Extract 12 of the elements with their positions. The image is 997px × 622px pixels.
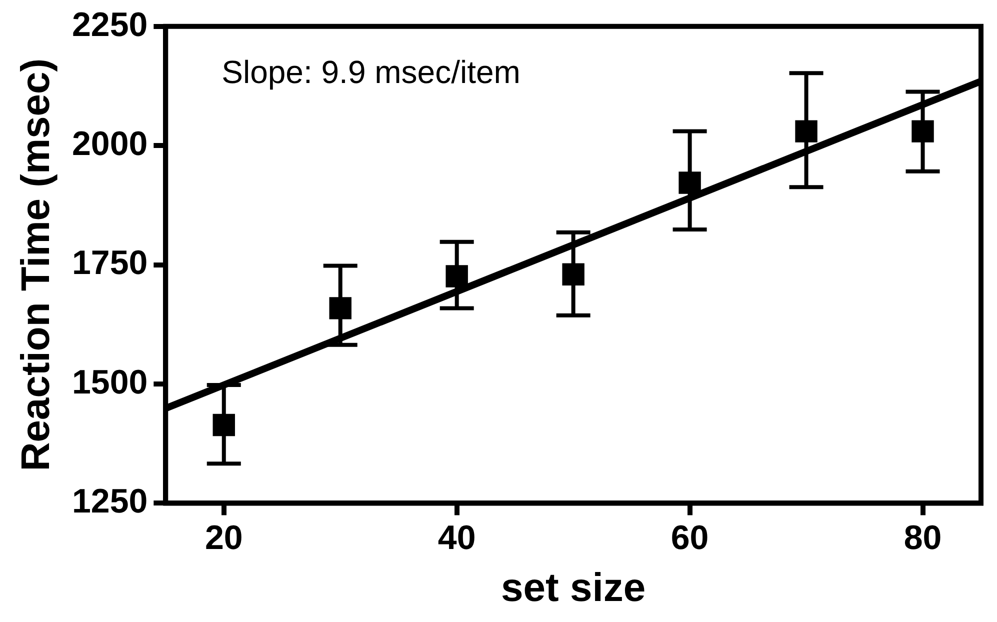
y-tick-label: 1250: [72, 482, 148, 521]
y-tick-label: 1750: [72, 244, 148, 282]
x-tick-label: 40: [438, 518, 476, 557]
y-tick-label: 2250: [72, 6, 148, 44]
x-tick-label: 80: [904, 518, 942, 557]
annotation: Slope: 9.9 msec/item: [222, 54, 520, 90]
x-tick-label: 20: [204, 518, 243, 557]
y-tick-label: 1500: [72, 363, 148, 402]
y-axis-title: Reaction Time (msec): [14, 58, 58, 472]
x-tick-label: 60: [670, 518, 709, 557]
x-axis-title: set size: [501, 566, 646, 610]
y-tick-label: 2000: [72, 124, 148, 163]
